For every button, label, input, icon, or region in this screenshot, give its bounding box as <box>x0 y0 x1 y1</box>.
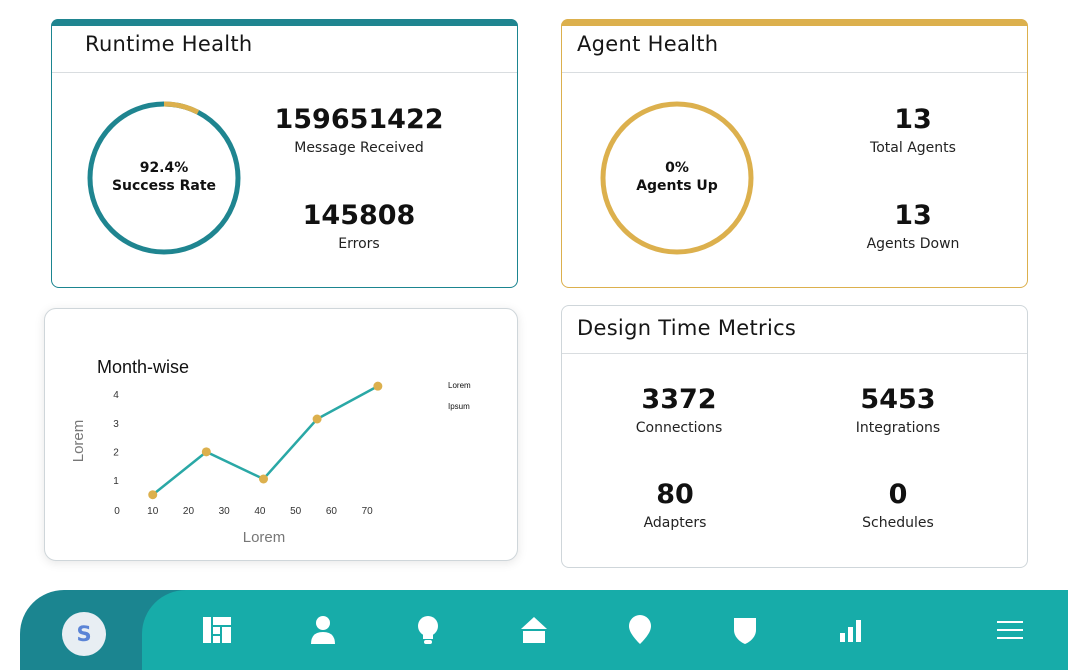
connections-label: Connections <box>635 420 723 436</box>
x-tick-label: 10 <box>147 506 159 517</box>
errors-label: Errors <box>338 236 380 252</box>
user-icon[interactable] <box>307 614 339 646</box>
agents-down-label: Agents Down <box>866 236 960 252</box>
bulb-icon[interactable] <box>412 614 444 646</box>
agents-up-label: Agents Up <box>636 178 718 194</box>
data-point <box>201 447 211 457</box>
home-icon[interactable] <box>518 614 550 646</box>
agent-health-card: Agent Health 0% Agents Up 13 Total Agent… <box>561 19 1028 288</box>
integrations-stat: 5453 Integrations <box>808 384 988 438</box>
data-point <box>259 474 269 484</box>
location-icon[interactable] <box>624 614 656 646</box>
y-tick-label: 3 <box>113 419 119 430</box>
errors-value: 145808 <box>302 200 416 231</box>
x-tick-label: 70 <box>362 506 374 517</box>
month-wise-chart-card: Month-wise 0 10 20 30 40 50 60 70 1 2 3 4 Lorem Lorem… <box>44 308 518 561</box>
success-rate-label: Success Rate <box>111 178 217 194</box>
success-rate-ring <box>87 101 241 255</box>
chart-title: Month-wise <box>97 357 190 377</box>
data-point <box>373 381 383 391</box>
x-tick-label: 40 <box>254 506 266 517</box>
month-wise-line-chart: 0 10 20 30 40 50 60 70 1 2 3 4 Lorem Lorem Lorem Ipsum <box>70 381 471 546</box>
adapters-label: Adapters <box>643 515 707 531</box>
integrations-value: 5453 <box>860 384 936 415</box>
menu-icon[interactable] <box>994 614 1026 646</box>
schedules-label: Schedules <box>862 515 934 531</box>
connections-value: 3372 <box>641 384 717 415</box>
bottom-nav-bar: S <box>0 590 1068 670</box>
runtime-health-title: Runtime Health <box>52 20 517 73</box>
nav-background <box>142 590 1068 670</box>
avatar[interactable]: S <box>62 612 106 656</box>
total-agents-label: Total Agents <box>870 140 956 156</box>
data-point <box>312 414 322 424</box>
schedules-stat: 0 Schedules <box>808 479 988 533</box>
total-agents-value: 13 <box>894 104 932 135</box>
y-axis-label: Lorem <box>70 420 87 463</box>
agents-down-stat: 13 Agents Down <box>823 200 1003 254</box>
adapters-value: 80 <box>656 479 694 510</box>
agents-up-value: 0% <box>665 160 689 176</box>
x-tick-label: 20 <box>183 506 195 517</box>
runtime-health-card: Runtime Health 92.4% Success Rate 159651… <box>51 19 518 288</box>
messages-received-label: Message Received <box>294 140 424 156</box>
shield-icon[interactable] <box>729 614 761 646</box>
x-tick-label: 0 <box>114 506 120 517</box>
x-tick-label: 60 <box>326 506 338 517</box>
runtime-health-accent-bar <box>51 19 518 26</box>
y-tick-label: 4 <box>113 390 119 401</box>
integrations-label: Integrations <box>855 420 941 436</box>
schedules-value: 0 <box>888 479 908 510</box>
legend-entry: Ipsum <box>448 402 470 411</box>
adapters-stat: 80 Adapters <box>585 479 765 533</box>
total-agents-stat: 13 Total Agents <box>823 104 1003 158</box>
connections-stat: 3372 Connections <box>589 384 769 438</box>
errors-stat: 145808 Errors <box>269 200 449 254</box>
agents-down-value: 13 <box>894 200 932 231</box>
x-tick-label: 30 <box>219 506 231 517</box>
agents-up-ring <box>600 101 754 255</box>
legend-entry: Lorem <box>448 381 471 390</box>
x-axis-label: Lorem <box>243 529 286 546</box>
messages-received-value: 159651422 <box>274 104 444 135</box>
design-time-metrics-card: Design Time Metrics 3372 Connections 545… <box>561 305 1028 568</box>
messages-received-stat: 159651422 Message Received <box>269 104 449 158</box>
data-point <box>148 490 158 500</box>
design-time-metrics-title: Design Time Metrics <box>562 306 1027 354</box>
bar-chart-icon[interactable] <box>835 614 867 646</box>
dashboard-icon[interactable] <box>201 614 233 646</box>
y-tick-label: 1 <box>113 476 119 487</box>
agent-health-title: Agent Health <box>562 20 1027 73</box>
success-rate-value: 92.4% <box>139 160 189 176</box>
agent-health-accent-bar <box>561 19 1028 26</box>
x-tick-label: 50 <box>290 506 302 517</box>
y-tick-label: 2 <box>113 447 119 458</box>
